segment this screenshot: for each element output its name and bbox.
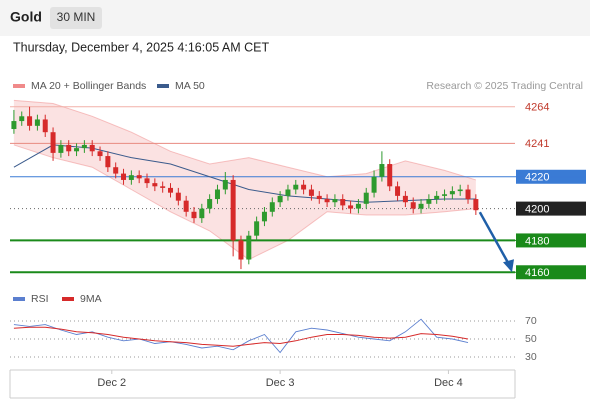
candle-body bbox=[191, 211, 197, 219]
candle-body bbox=[121, 173, 127, 180]
chart-title: Gold bbox=[10, 9, 42, 25]
candle-body bbox=[261, 211, 267, 222]
level-label: 4220 bbox=[525, 172, 549, 184]
candle-body bbox=[230, 179, 236, 241]
candle-body bbox=[183, 200, 189, 212]
candle-body bbox=[66, 144, 72, 152]
candle-body bbox=[89, 144, 95, 152]
legend-label: MA 50 bbox=[175, 80, 205, 92]
candle-body bbox=[387, 164, 393, 187]
candle-body bbox=[457, 189, 463, 192]
candle-body bbox=[81, 144, 87, 149]
level-box bbox=[516, 201, 586, 216]
candle-body bbox=[74, 148, 80, 152]
candle-body bbox=[395, 186, 401, 196]
candle-body bbox=[269, 202, 275, 212]
candle-body bbox=[402, 195, 408, 203]
candle-body bbox=[418, 203, 424, 209]
x-tick-label: Dec 4 bbox=[434, 377, 463, 389]
rsi-ma-line bbox=[13, 326, 469, 347]
rsi-tick-label: 30 bbox=[525, 351, 537, 363]
bollinger-upper bbox=[13, 99, 476, 181]
candle-body bbox=[50, 132, 56, 153]
candle-body bbox=[136, 175, 142, 179]
candle-body bbox=[11, 121, 17, 130]
subtitle: Thursday, December 4, 2025 4:16:05 AM CE… bbox=[13, 40, 270, 54]
candle-body bbox=[168, 187, 174, 193]
candle-body bbox=[371, 176, 377, 193]
candle-body bbox=[27, 116, 33, 126]
candle-body bbox=[355, 203, 361, 209]
candle-body bbox=[238, 240, 244, 260]
candle-body bbox=[254, 221, 260, 236]
legend-label: MA 20 + Bollinger Bands bbox=[31, 80, 146, 92]
credit: Research © 2025 Trading Central bbox=[426, 80, 583, 92]
legend-swatch bbox=[157, 84, 169, 88]
candle-body bbox=[222, 179, 228, 190]
x-tick-label: Dec 2 bbox=[97, 377, 126, 389]
candle-body bbox=[152, 183, 158, 187]
candle-body bbox=[58, 144, 64, 153]
candle-body bbox=[19, 116, 25, 122]
candle-body bbox=[293, 184, 299, 190]
candle-body bbox=[246, 235, 252, 260]
candle-body bbox=[473, 199, 479, 211]
timeframe-pill bbox=[50, 7, 102, 29]
legend-label: 9MA bbox=[80, 293, 102, 305]
legend-swatch bbox=[62, 297, 74, 301]
timeframe: 30 MIN bbox=[57, 10, 96, 24]
candle-body bbox=[348, 205, 354, 209]
candle-body bbox=[332, 199, 338, 203]
candle-body bbox=[324, 199, 330, 203]
candle-body bbox=[97, 151, 103, 157]
legend-swatch bbox=[13, 84, 25, 88]
level-label: 4264 bbox=[525, 102, 549, 114]
candle-body bbox=[426, 199, 432, 204]
candle-body bbox=[301, 184, 307, 190]
candle-body bbox=[160, 186, 166, 188]
candle-body bbox=[465, 189, 471, 200]
rsi-line bbox=[13, 318, 469, 354]
rsi-tick-label: 50 bbox=[525, 333, 537, 345]
candle-body bbox=[434, 195, 440, 200]
arrow-head bbox=[503, 259, 514, 273]
candle-body bbox=[340, 199, 346, 206]
candle-body bbox=[199, 208, 205, 219]
candle-body bbox=[277, 195, 283, 203]
level-label: 4241 bbox=[525, 138, 549, 150]
candle-body bbox=[214, 189, 220, 200]
candle-body bbox=[34, 119, 40, 126]
candle-body bbox=[410, 202, 416, 209]
legend-swatch bbox=[13, 297, 25, 301]
level-label: 4180 bbox=[525, 235, 549, 247]
candle-body bbox=[285, 189, 291, 196]
projection-arrow bbox=[478, 211, 512, 267]
candle-body bbox=[316, 195, 322, 200]
candle-body bbox=[363, 192, 369, 204]
level-label: 4160 bbox=[525, 267, 549, 279]
candle-body bbox=[379, 164, 385, 177]
candle-body bbox=[105, 156, 111, 168]
candle-body bbox=[144, 178, 150, 184]
candle-body bbox=[175, 192, 181, 201]
candle-body bbox=[42, 119, 48, 133]
candle-body bbox=[449, 191, 455, 195]
candle-body bbox=[207, 199, 213, 209]
candle-body bbox=[113, 167, 119, 174]
candle-body bbox=[128, 175, 134, 180]
candle-body bbox=[308, 189, 314, 196]
level-label: 4200 bbox=[525, 204, 549, 216]
rsi-tick-label: 70 bbox=[525, 315, 537, 327]
legend-label: RSI bbox=[31, 293, 49, 305]
candle-body bbox=[442, 194, 448, 196]
x-tick-label: Dec 3 bbox=[266, 377, 295, 389]
bollinger-band bbox=[13, 100, 476, 260]
